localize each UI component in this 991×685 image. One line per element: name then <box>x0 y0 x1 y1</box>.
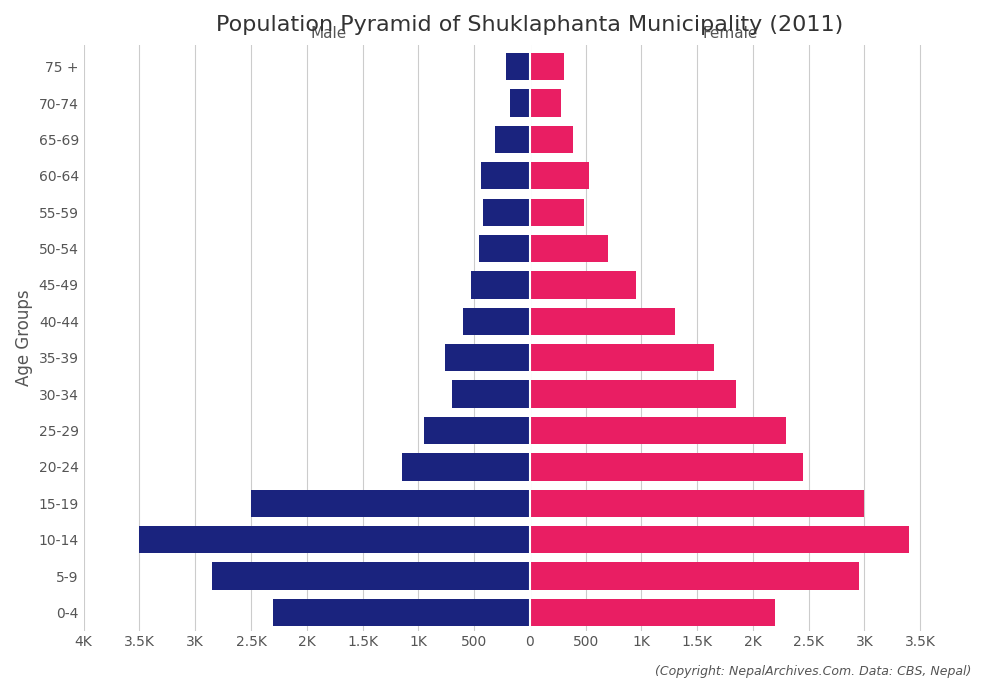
Bar <box>530 53 565 80</box>
Bar <box>530 344 714 371</box>
Bar <box>530 453 803 480</box>
Bar <box>506 53 530 80</box>
Bar <box>445 344 530 371</box>
Bar <box>483 199 530 226</box>
Bar <box>530 417 787 444</box>
Y-axis label: Age Groups: Age Groups <box>15 290 33 386</box>
Bar <box>401 453 530 480</box>
Text: (Copyright: NepalArchives.Com. Data: CBS, Nepal): (Copyright: NepalArchives.Com. Data: CBS… <box>655 665 971 678</box>
Title: Population Pyramid of Shuklaphanta Municipality (2011): Population Pyramid of Shuklaphanta Munic… <box>216 15 843 35</box>
Bar <box>496 126 530 153</box>
Text: Female: Female <box>703 26 758 41</box>
Bar <box>274 599 530 626</box>
Bar <box>530 380 736 408</box>
Bar <box>530 271 636 299</box>
Bar <box>452 380 530 408</box>
Bar <box>530 490 864 517</box>
Bar <box>530 526 909 553</box>
Bar <box>463 308 530 335</box>
Bar <box>530 90 561 116</box>
Bar <box>471 271 530 299</box>
Bar <box>140 526 530 553</box>
Bar <box>424 417 530 444</box>
Bar <box>530 599 775 626</box>
Bar <box>481 162 530 190</box>
Bar <box>530 562 859 590</box>
Bar <box>212 562 530 590</box>
Bar <box>530 126 574 153</box>
Bar <box>251 490 530 517</box>
Text: Male: Male <box>311 26 347 41</box>
Bar <box>530 199 585 226</box>
Bar <box>530 308 675 335</box>
Bar <box>530 162 589 190</box>
Bar <box>479 235 530 262</box>
Bar <box>509 90 530 116</box>
Bar <box>530 235 607 262</box>
